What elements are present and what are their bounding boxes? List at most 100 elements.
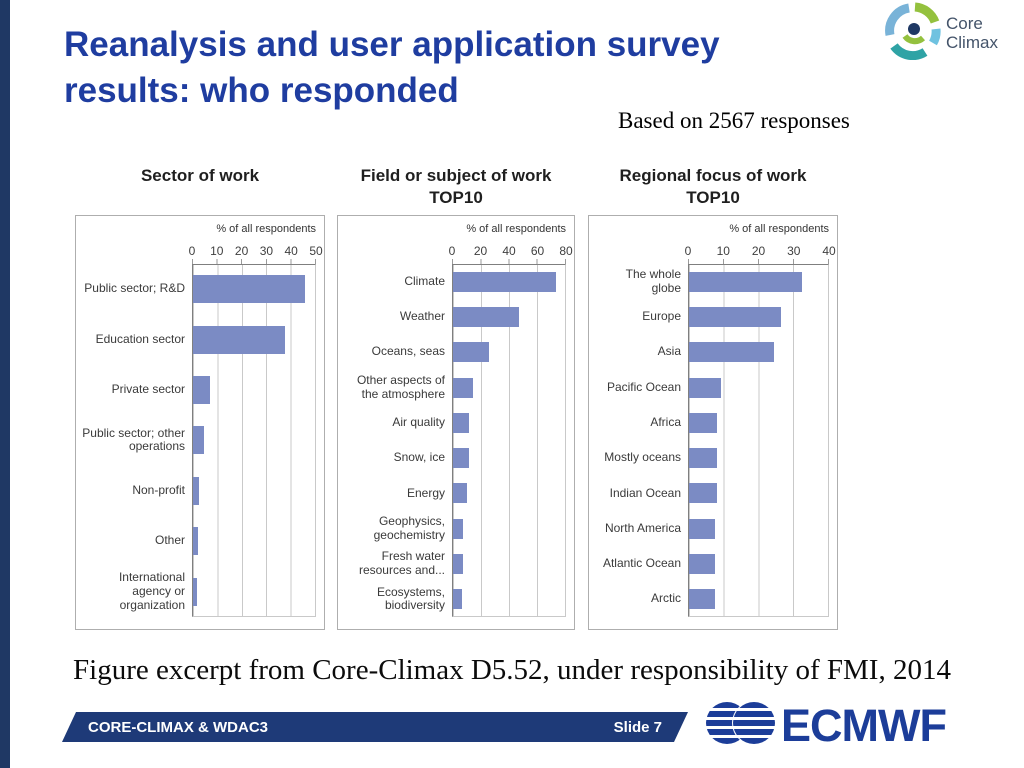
- category-label: Asia: [657, 344, 681, 359]
- bar-track: [452, 377, 566, 398]
- bar-rows: Climate Weather Oceans, seas Other aspects …: [342, 264, 566, 617]
- bar: [689, 518, 716, 539]
- chart-row: North America: [593, 511, 829, 546]
- axis-tick-label: 0: [448, 244, 456, 258]
- category-label: Weather: [399, 309, 445, 324]
- bar-track: [192, 577, 316, 606]
- bar: [453, 342, 489, 363]
- bar: [453, 412, 469, 433]
- axis-tick-label: 10: [716, 244, 730, 258]
- axis-tick-labels: 0 10 20 30 40 50: [189, 244, 323, 259]
- axis-tick-label: 40: [502, 244, 516, 258]
- category-label: Pacific Ocean: [606, 379, 681, 394]
- chart-row: International agency or organization: [80, 567, 316, 617]
- bar-rows: Public sector; R&D Education sector Privat…: [80, 264, 316, 617]
- bar-track: [452, 271, 566, 292]
- bar: [453, 448, 469, 469]
- axis-tick-marks: [452, 259, 566, 264]
- category-label: Other: [154, 533, 185, 548]
- category-label: Atlantic Ocean: [602, 556, 681, 571]
- bar: [689, 589, 716, 610]
- axis-tick-label: 30: [259, 244, 274, 258]
- category-label: Climate: [404, 273, 445, 288]
- chart-row: Arctic: [593, 582, 829, 617]
- chart-field-of-work: Field or subject of work TOP10 % of all r…: [337, 165, 575, 630]
- chart-row: Geophysics, geochemistry: [342, 511, 566, 546]
- axis-tick-label: 40: [822, 244, 836, 258]
- chart-title: Regional focus of work TOP10: [619, 166, 807, 208]
- bar-track: [452, 589, 566, 610]
- bar-track: [452, 554, 566, 575]
- chart-regional-focus: Regional focus of work TOP10 % of all res…: [588, 165, 838, 630]
- chart-row: Fresh water resources and...: [342, 546, 566, 581]
- bar-track: [452, 483, 566, 504]
- category-label: Europe: [642, 309, 681, 324]
- bar: [689, 483, 718, 504]
- bar: [453, 589, 462, 610]
- chart-row: Ecosystems, biodiversity: [342, 582, 566, 617]
- bar-track: [688, 518, 829, 539]
- axis-tick-label: 30: [787, 244, 801, 258]
- chart-row: Oceans, seas: [342, 335, 566, 370]
- axis-label: % of all respondents: [466, 223, 566, 235]
- chart-row: Public sector; R&D: [80, 264, 316, 314]
- chart-row: Africa: [593, 405, 829, 440]
- category-label: Public sector; R&D: [84, 281, 185, 296]
- bar-track: [192, 527, 316, 556]
- category-label: Africa: [650, 414, 681, 429]
- page-title-line1: Reanalysis and user application survey: [64, 25, 720, 64]
- plot-area: The whole globe Europe Asia Pacific Ocean Af…: [593, 264, 829, 617]
- chart-row: Air quality: [342, 405, 566, 440]
- bar: [689, 342, 774, 363]
- chart-panel: % of all respondents 0 10 20 30 40 The whole…: [588, 215, 838, 630]
- category-label: Energy: [406, 485, 445, 500]
- category-label: North America: [604, 520, 681, 535]
- bar: [453, 518, 463, 539]
- category-label: The whole globe: [625, 266, 681, 295]
- ecmwf-logo: ECMWF: [703, 699, 947, 752]
- bar: [453, 306, 519, 327]
- axis-label: % of all respondents: [729, 223, 829, 235]
- footer-left-text: CORE-CLIMAX & WDAC3: [88, 718, 268, 736]
- bar: [689, 554, 716, 575]
- figure-caption: Figure excerpt from Core-Climax D5.52, u…: [73, 654, 951, 686]
- bar-track: [688, 271, 829, 292]
- page-title-line2: results: who responded: [64, 70, 459, 110]
- category-label: International agency or organization: [118, 570, 185, 612]
- axis-tick-labels: 0 10 20 30 40: [684, 244, 836, 259]
- chart-row: The whole globe: [593, 264, 829, 299]
- axis-tick-label: 20: [751, 244, 766, 258]
- category-label: Mostly oceans: [604, 450, 681, 465]
- chart-row: Weather: [342, 299, 566, 334]
- core-climax-logo-text: Core Climax: [946, 14, 998, 52]
- bar-track: [452, 518, 566, 539]
- axis-tick-label: 50: [309, 244, 323, 258]
- bar: [689, 271, 802, 292]
- chart-row: Other aspects of the atmosphere: [342, 370, 566, 405]
- bar-track: [688, 589, 829, 610]
- chart-row: Public sector; other operations: [80, 415, 316, 465]
- bar-track: [192, 476, 316, 505]
- axis-label: % of all respondents: [216, 223, 316, 235]
- bar-track: [688, 306, 829, 327]
- bar: [193, 527, 198, 556]
- axis-tick-labels: 0 20 40 60 80: [448, 244, 573, 259]
- category-label: Snow, ice: [393, 450, 445, 465]
- bar: [193, 476, 200, 505]
- category-label: Oceans, seas: [371, 344, 445, 359]
- bar-track: [192, 275, 316, 304]
- ecmwf-logo-text: ECMWF: [781, 699, 947, 751]
- bar-rows: The whole globe Europe Asia Pacific Ocean Af…: [593, 264, 829, 617]
- bar-track: [452, 342, 566, 363]
- chart-row: Snow, ice: [342, 440, 566, 475]
- bar-track: [688, 377, 829, 398]
- core-climax-word2: Climax: [946, 32, 998, 52]
- axis-tick-label: 0: [684, 244, 692, 258]
- bar: [193, 376, 211, 405]
- category-label: Arctic: [651, 591, 681, 606]
- bar-track: [192, 325, 316, 354]
- bar-track: [688, 342, 829, 363]
- category-label: Air quality: [392, 414, 445, 429]
- chart-row: Europe: [593, 299, 829, 334]
- chart-row: Energy: [342, 476, 566, 511]
